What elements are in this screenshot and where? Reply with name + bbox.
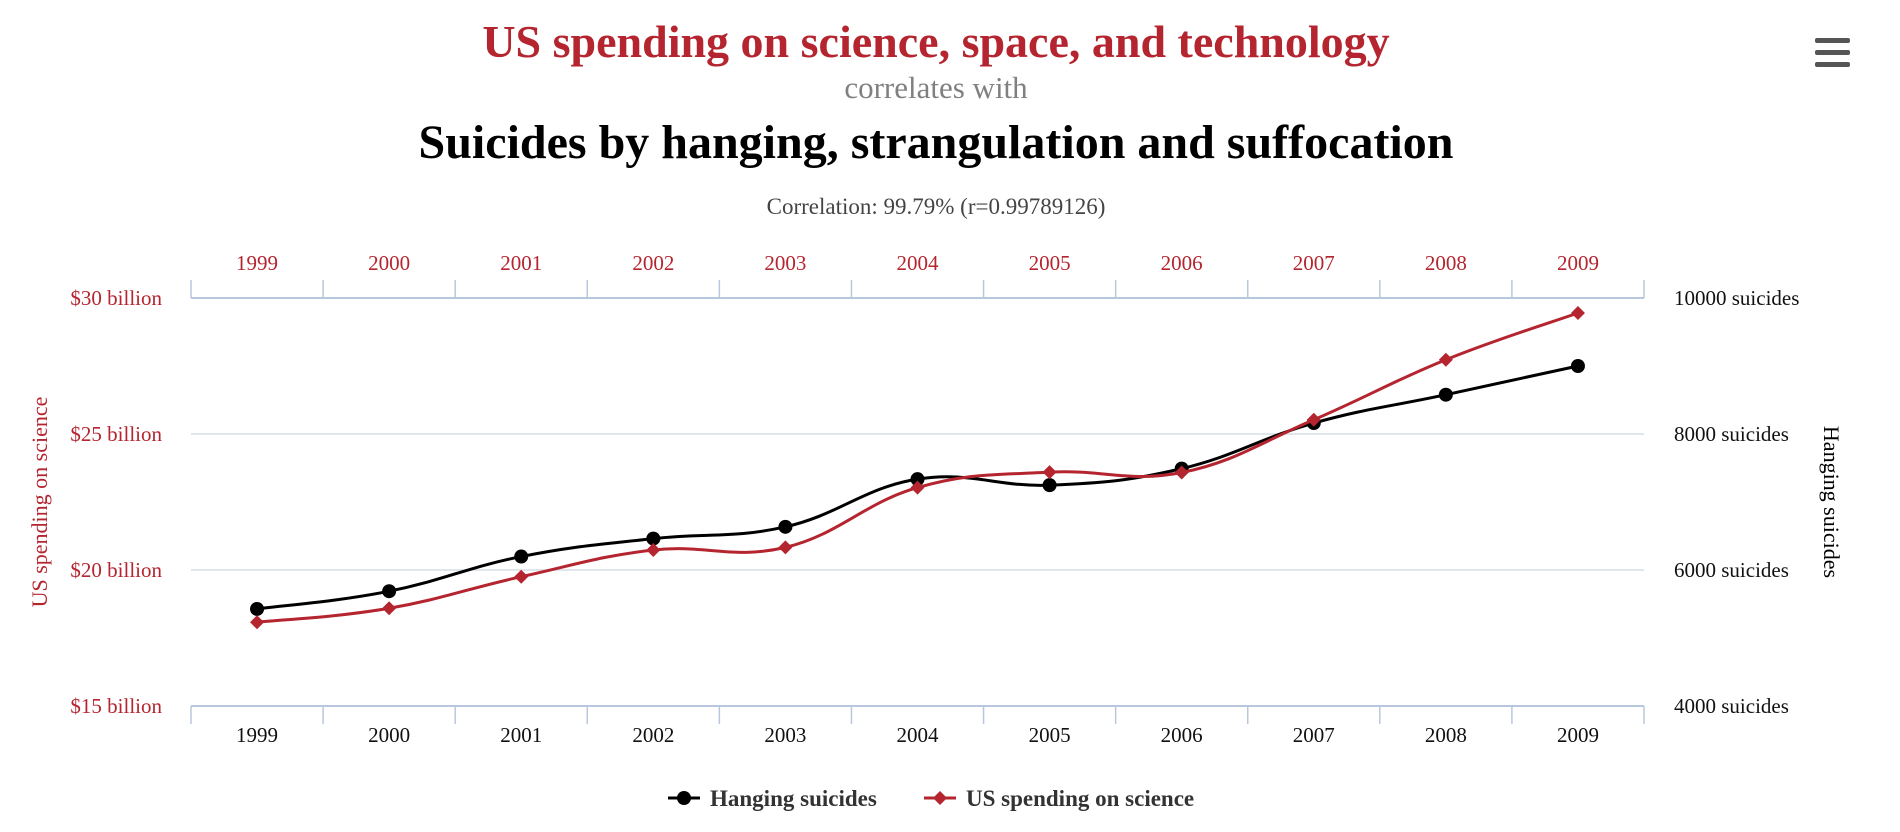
top-x-tick-label: 2004 [897,251,940,275]
chart-title-top: US spending on science, space, and techn… [482,16,1389,67]
hanging-suicides-point [1438,387,1453,402]
correlation-label: Correlation: 99.79% (r=0.99789126) [767,194,1106,219]
us-spending-on-science-point [778,540,793,555]
bottom-x-tick-label: 2008 [1425,723,1467,747]
us-spending-on-science-line [256,311,1579,624]
legend-hanging-suicides-marker [677,791,691,805]
right-axis-title: Hanging suicides [1819,426,1844,578]
bottom-x-tick-label: 2007 [1293,723,1335,747]
top-x-tick-label: 2006 [1161,251,1203,275]
top-x-tick-label: 2005 [1029,251,1071,275]
us-spending-on-science-point [646,543,661,558]
chart-title-bottom: Suicides by hanging, strangulation and s… [419,116,1454,169]
us-spending-on-science-point [1042,465,1057,480]
legend-us-spending-on-science-marker [933,791,947,805]
chart-title-mid: correlates with [844,70,1028,105]
legend[interactable]: Hanging suicides US spending on science [668,786,1194,811]
top-x-tick-label: 2009 [1557,251,1599,275]
top-x-tick-label: 2001 [500,251,542,275]
top-x-tick-label: 1999 [236,251,278,275]
bottom-x-tick-label: 1999 [236,723,278,747]
bottom-x-tick-label: 2005 [1029,723,1071,747]
bottom-x-tick-label: 2002 [632,723,674,747]
right-axis-tick-label: 10000 suicides [1674,286,1799,310]
bottom-x-tick-label: 2000 [368,723,410,747]
hanging-suicides-point [910,472,925,487]
left-axis-tick-label: $25 billion [70,422,162,446]
us-spending-on-science-point [1306,412,1321,427]
us-spending-on-science-point [382,601,397,616]
hanging-suicides-point [514,549,529,564]
right-axis-tick-label: 6000 suicides [1674,558,1789,582]
bottom-x-tick-label: 2001 [500,723,542,747]
left-axis-title: US spending on science [27,397,52,608]
hanging-suicides-point [250,601,265,616]
hanging-suicides-point [778,519,793,534]
top-x-tick-label: 2007 [1293,251,1335,275]
us-spending-on-science-point [1174,465,1189,480]
gridlines [191,297,1644,707]
us-spending-on-science-point [514,569,529,584]
left-axis-tick-label: $20 billion [70,558,162,582]
us-spending-on-science-point [250,615,265,630]
legend-hanging-suicides-label: Hanging suicides [710,786,877,811]
bottom-x-tick-label: 2006 [1161,723,1203,747]
bottom-x-tick-label: 2003 [764,723,806,747]
bottom-x-tick-label: 2009 [1557,723,1599,747]
hanging-suicides-point [646,531,661,546]
bottom-x-tick-label: 2004 [897,723,940,747]
hanging-suicides-point [1570,359,1585,373]
top-x-tick-label: 2000 [368,251,410,275]
top-x-tick-label: 2008 [1425,251,1467,275]
hamburger-menu-icon[interactable] [1815,38,1850,67]
right-axis-tick-label: 8000 suicides [1674,422,1789,446]
legend-us-spending-on-science-label: US spending on science [966,786,1194,811]
top-x-tick-label: 2003 [764,251,806,275]
us-spending-on-science-point [1438,352,1453,367]
us-spending-on-science-point [910,480,925,495]
left-axis-tick-label: $15 billion [70,694,162,718]
top-x-tick-label: 2002 [632,251,674,275]
hanging-suicides-point [382,584,397,599]
right-axis-tick-label: 4000 suicides [1674,694,1789,718]
series-layer [250,305,1585,630]
left-axis-tick-label: $30 billion [70,286,162,310]
axes: $15 billion $20 billion $25 billion $30 bil… [27,251,1844,747]
us-spending-on-science-point [1570,305,1585,320]
hanging-suicides-point [1042,478,1057,493]
